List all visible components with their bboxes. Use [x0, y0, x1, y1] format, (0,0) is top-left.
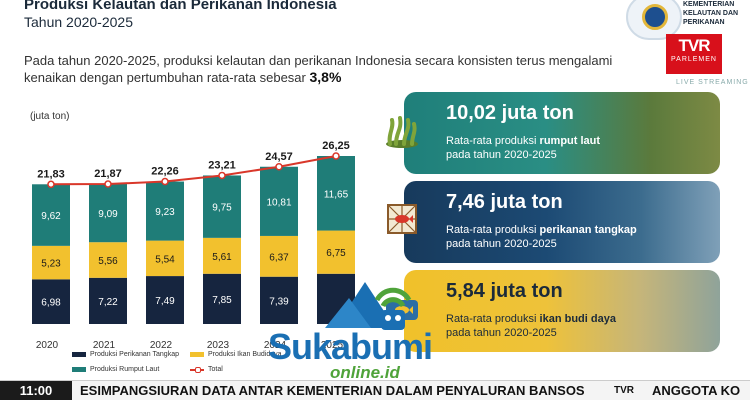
card-description: Rata-rata produksi ikan budi daya pada ta… [446, 313, 616, 339]
bar-value-label: 10,81 [266, 197, 291, 208]
bar-segment-2-2025 [317, 156, 355, 231]
total-value-label: 24,57 [265, 151, 293, 163]
card-description: Rata-rata produksi rumput laut pada tahun… [446, 135, 601, 161]
bar-segment-0-2020 [32, 279, 70, 324]
bar-value-label: 9,62 [41, 211, 61, 222]
ticker-time: 11:00 [0, 381, 72, 400]
x-tick-label: 2021 [93, 340, 116, 351]
watermark-sub: online.id [330, 363, 400, 382]
sukabumi-watermark-logo [325, 282, 412, 330]
card-value: 7,46 juta ton [446, 191, 563, 213]
bar-value-label: 6,75 [326, 248, 346, 259]
card-perikanan-tangkap: 7,46 juta ton Rata-rata produksi perikan… [404, 181, 720, 263]
watermark-brand: Sukabumi [268, 326, 433, 367]
bar-value-label: 6,37 [269, 252, 289, 263]
card-value: 10,02 juta ton [446, 102, 574, 124]
seaweed-icon [386, 116, 418, 148]
bar-segment-1-2021 [89, 242, 127, 278]
ministry-name: KEMENTERIAN KELAUTAN DAN PERIKANAN [683, 1, 739, 26]
bar-segment-0-2024 [260, 276, 298, 324]
x-tick-label: 2020 [36, 340, 59, 351]
card-value: 5,84 juta ton [446, 280, 563, 302]
bar-value-label: 9,23 [155, 207, 175, 218]
growth-rate: 3,8% [309, 69, 342, 85]
total-value-label: 22,26 [151, 166, 179, 178]
bar-segment-0-2021 [89, 277, 127, 324]
ticker-headline: ESIMPANGSIURAN DATA ANTAR KEMENTERIAN DA… [80, 383, 585, 398]
bar-value-label: 5,54 [155, 254, 175, 265]
production-stacked-bar-chart: 6,98 5,23 9,62 21,83 2020 7,22 5,56 9,09 21,87 20… [32, 140, 355, 351]
chart-unit-label: (juta ton) [30, 111, 70, 122]
total-point [47, 180, 55, 189]
x-tick-label: 2023 [207, 340, 230, 351]
x-tick-label: 2022 [150, 340, 173, 351]
total-value-label: 26,25 [322, 140, 350, 152]
bar-value-label: 11,65 [324, 189, 349, 200]
news-ticker: 11:00 ESIMPANGSIURAN DATA ANTAR KEMENTER… [0, 380, 750, 400]
bar-segment-2-2020 [32, 184, 70, 246]
bar-segment-2-2022 [146, 181, 184, 241]
total-point [275, 163, 283, 171]
bar-value-label: 7,39 [269, 296, 289, 307]
card-ikan-budidaya: 5,84 juta ton Rata-rata produksi ikan bu… [404, 270, 720, 352]
legend-item-budidaya: Produksi Ikan Budidaya [190, 351, 282, 358]
total-value-label: 23,21 [208, 159, 236, 171]
bar-value-label: 5,56 [98, 256, 118, 267]
total-point [332, 152, 340, 160]
legend-item-total: Total [190, 366, 223, 373]
intro-text-line2: kenaikan dengan pertumbuhan rata-rata se… [24, 69, 342, 85]
bar-segment-2-2021 [89, 184, 127, 243]
card-description: Rata-rata produksi perikanan tangkap pada… [446, 224, 637, 250]
bar-segment-0-2023 [203, 273, 241, 324]
card-rumput-laut: 10,02 juta ton Rata-rata produksi rumput… [404, 92, 720, 174]
bar-segment-1-2024 [260, 235, 298, 277]
total-line [50, 155, 337, 186]
bar-value-label: 5,61 [212, 252, 232, 263]
intro-text-line1: Pada tahun 2020-2025, produksi kelautan … [24, 53, 613, 68]
live-streaming-label: LIVE STREAMING [676, 79, 749, 86]
legend-item-tangkap: Produksi Perikanan Tangkap [72, 351, 179, 358]
bar-value-label: 9,09 [98, 209, 118, 220]
bar-value-label: 7,22 [98, 297, 118, 308]
bar-value-label: 9,75 [212, 203, 232, 214]
total-point [161, 177, 169, 186]
bar-segment-1-2025 [317, 230, 355, 274]
total-point [104, 180, 112, 188]
x-tick-label: 2025 [321, 340, 344, 351]
bar-value-label: 7,85 [212, 295, 232, 306]
bar-segment-2-2024 [260, 166, 298, 236]
total-point [218, 171, 226, 180]
bar-segment-1-2022 [146, 240, 184, 277]
page-subtitle: Tahun 2020-2025 [24, 14, 133, 30]
broadcaster-logo: TVR PARLEMEN [666, 34, 722, 74]
bar-value-label: 7,49 [155, 296, 175, 307]
bar-segment-1-2023 [203, 237, 241, 274]
bar-segment-1-2020 [32, 245, 70, 280]
page-title: Produksi Kelautan dan Perikanan Indonesi… [24, 0, 337, 13]
legend-item-rumput-laut: Produksi Rumput Laut [72, 366, 159, 373]
ministry-logo [626, 0, 682, 40]
total-value-label: 21,87 [94, 168, 122, 180]
bar-value-label: 5,23 [41, 259, 61, 270]
bar-value-label: 6,98 [41, 298, 61, 309]
x-tick-label: 2024 [264, 340, 287, 351]
bar-segment-0-2022 [146, 276, 184, 324]
bar-segment-2-2023 [203, 175, 241, 238]
fish-net-icon [387, 204, 417, 234]
ticker-next-headline: ANGGOTA KO [652, 383, 741, 398]
total-value-label: 21,83 [37, 168, 65, 180]
ticker-logo: TVR [614, 385, 634, 396]
